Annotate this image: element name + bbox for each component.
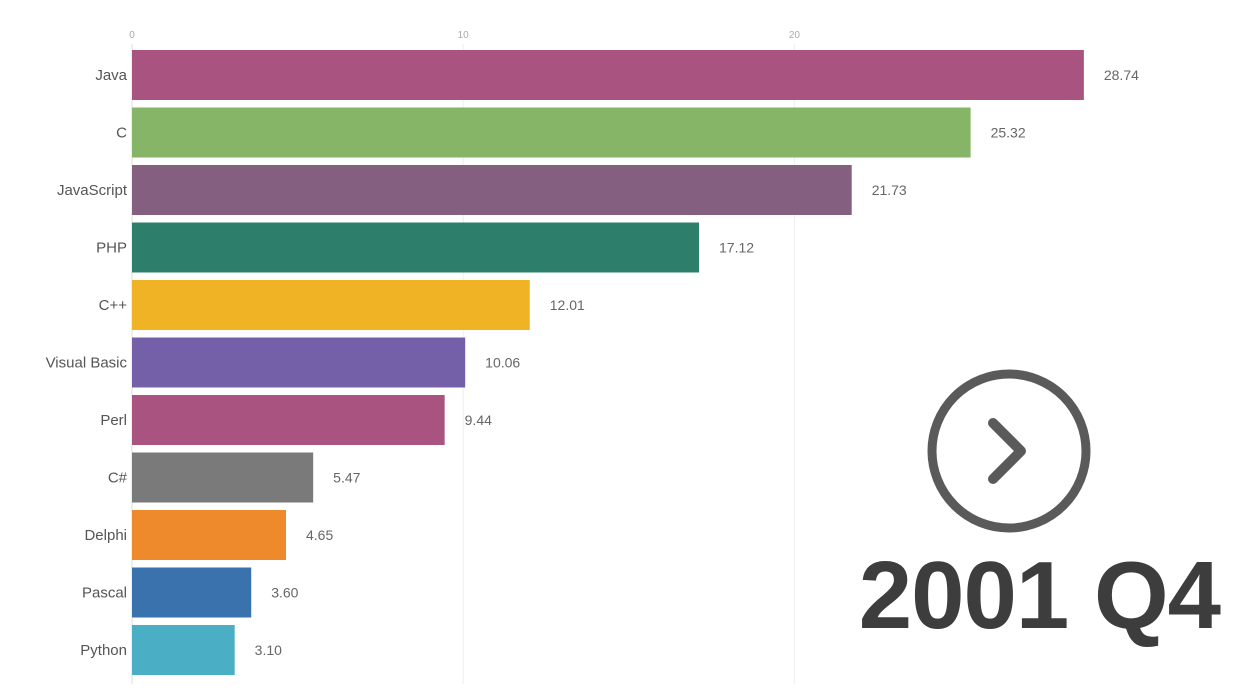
play-button[interactable] xyxy=(926,368,1092,534)
bar xyxy=(132,625,235,675)
category-label: Python xyxy=(80,642,127,659)
bar xyxy=(132,280,530,330)
value-label: 17.12 xyxy=(719,240,754,256)
category-label: Java xyxy=(95,67,127,84)
category-label: Perl xyxy=(100,412,127,429)
value-label: 10.06 xyxy=(485,355,520,371)
bar xyxy=(132,452,314,503)
category-labels: Java C JavaScript PHP C++ Visual Basic Perl C# D… xyxy=(46,67,128,659)
play-circle-icon xyxy=(927,369,1091,533)
category-label: Visual Basic xyxy=(46,355,128,372)
value-label: 28.74 xyxy=(1104,67,1139,83)
x-axis-ticks: 0 10 20 xyxy=(129,30,800,41)
period-label: 2001 Q4 xyxy=(858,542,1221,649)
x-tick-label: 10 xyxy=(458,30,470,41)
x-tick-label: 0 xyxy=(129,30,135,41)
x-tick-label: 20 xyxy=(789,30,801,41)
category-label: Delphi xyxy=(84,527,127,544)
category-label: C xyxy=(116,125,127,142)
bar xyxy=(132,567,252,618)
category-label: C# xyxy=(108,470,128,487)
value-labels: 28.74 25.32 21.73 17.12 12.01 10.06 9.44 5.47 4.… xyxy=(255,67,1139,658)
value-label: 4.65 xyxy=(306,527,333,543)
value-label: 21.73 xyxy=(872,182,907,198)
bar xyxy=(132,395,445,445)
value-label: 3.60 xyxy=(271,585,298,601)
category-label: PHP xyxy=(96,240,127,257)
value-label: 12.01 xyxy=(550,297,585,313)
bar xyxy=(132,50,1084,100)
value-label: 3.10 xyxy=(255,642,282,658)
bars xyxy=(132,50,1084,675)
bar xyxy=(132,510,287,560)
bar xyxy=(132,337,466,388)
bar xyxy=(132,107,971,158)
category-label: C++ xyxy=(99,297,128,314)
value-label: 25.32 xyxy=(991,125,1026,141)
category-label: Pascal xyxy=(82,585,127,602)
value-label: 5.47 xyxy=(333,470,360,486)
bar xyxy=(132,165,852,215)
value-label: 9.44 xyxy=(465,412,492,428)
bar xyxy=(132,222,700,273)
category-label: JavaScript xyxy=(57,182,128,199)
